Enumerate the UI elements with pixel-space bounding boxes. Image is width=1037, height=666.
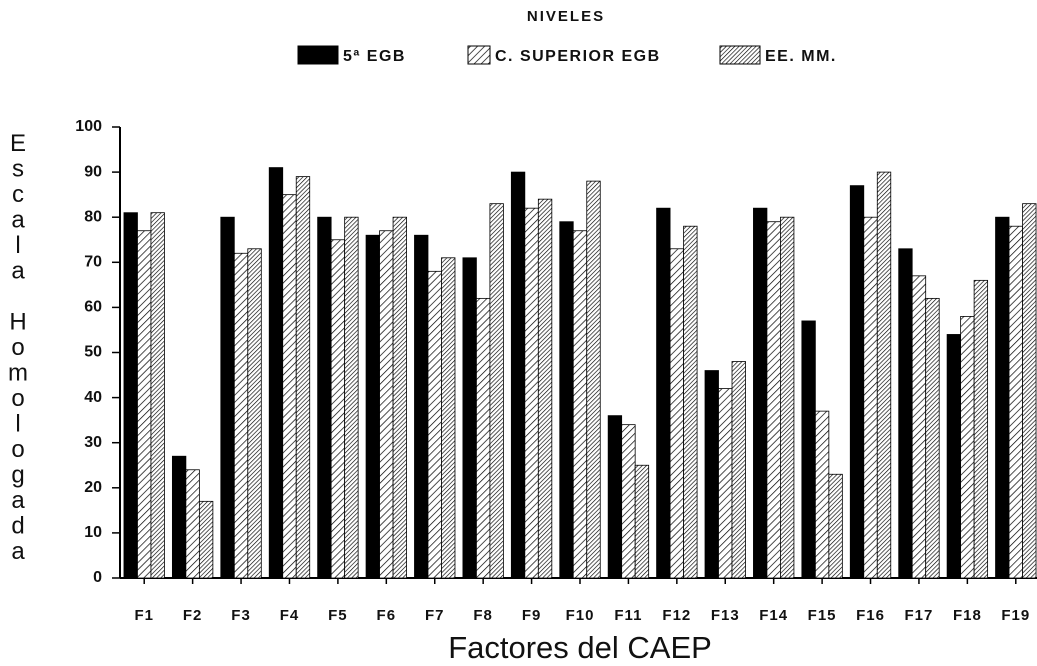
x-tick-label: F12 xyxy=(662,607,691,624)
y-tick-label: 80 xyxy=(84,208,102,225)
bar xyxy=(282,194,297,579)
bar xyxy=(233,252,249,579)
x-tick-label: F15 xyxy=(808,607,837,624)
bar xyxy=(876,171,892,579)
bar xyxy=(344,216,359,579)
x-tick-label: F18 xyxy=(953,607,982,624)
bar xyxy=(295,176,311,579)
x-tick-label: F14 xyxy=(759,607,788,624)
x-tick-label: F5 xyxy=(328,607,348,624)
legend-label: C. SUPERIOR EGB xyxy=(495,48,661,65)
bar xyxy=(220,216,235,579)
bar xyxy=(476,297,491,579)
x-tick-label: F13 xyxy=(711,607,740,624)
bar xyxy=(392,216,407,579)
x-tick-label: F10 xyxy=(566,607,595,624)
bar xyxy=(268,167,284,579)
legend-label: EE. MM. xyxy=(765,48,837,65)
y-tick-label: 90 xyxy=(84,163,102,180)
x-tick-label: F1 xyxy=(134,607,154,624)
legend-swatch xyxy=(467,45,491,65)
y-tick-label: 40 xyxy=(84,389,102,406)
bar xyxy=(510,171,526,579)
bar xyxy=(718,388,733,579)
y-tick-label: 10 xyxy=(84,524,102,541)
bar xyxy=(427,270,442,579)
bar xyxy=(731,361,746,579)
bar xyxy=(911,275,927,579)
bar xyxy=(171,455,187,579)
x-tick-label: F19 xyxy=(1001,607,1030,624)
bar xyxy=(379,230,394,579)
bar xyxy=(1022,203,1037,579)
bar xyxy=(559,221,574,579)
x-tick-label: F4 xyxy=(280,607,300,624)
bar xyxy=(185,469,200,579)
x-tick-label: F11 xyxy=(614,607,642,624)
bar xyxy=(753,207,768,579)
bar xyxy=(925,297,940,579)
x-tick-label: F8 xyxy=(473,607,493,624)
x-tick-label: F6 xyxy=(377,607,397,624)
legend-swatch xyxy=(719,45,761,65)
bar xyxy=(524,207,539,579)
x-tick-label: F3 xyxy=(231,607,251,624)
y-tick-label: 0 xyxy=(93,569,102,586)
bar xyxy=(656,207,671,579)
bar xyxy=(946,334,962,579)
y-tick-label: 20 xyxy=(84,479,102,496)
bar xyxy=(247,248,262,579)
y-tick-label: 100 xyxy=(75,118,102,135)
bar xyxy=(150,212,165,579)
bar xyxy=(607,415,623,579)
bar xyxy=(330,239,346,579)
bar xyxy=(973,279,989,579)
bar xyxy=(586,180,601,579)
bar xyxy=(780,216,795,579)
bar xyxy=(137,230,152,579)
legend-label: 5ª EGB xyxy=(343,48,406,65)
bar xyxy=(801,320,816,579)
x-axis-label: Factores del CAEP xyxy=(448,630,712,665)
bar xyxy=(828,473,843,579)
x-tick-label: F7 xyxy=(425,607,445,624)
bar xyxy=(960,316,975,579)
bar xyxy=(766,221,781,579)
bar xyxy=(669,248,684,579)
y-tick-label: 30 xyxy=(84,434,102,451)
x-tick-label: F9 xyxy=(522,607,542,624)
bar xyxy=(441,257,456,579)
bar xyxy=(704,370,719,579)
y-tick-label: 50 xyxy=(84,344,102,361)
bar xyxy=(683,225,698,579)
bar xyxy=(198,500,214,579)
y-tick-label: 70 xyxy=(84,254,102,271)
bar xyxy=(365,234,380,579)
bar xyxy=(317,216,332,579)
bar xyxy=(814,410,830,579)
bar xyxy=(634,464,650,579)
bar xyxy=(414,234,429,579)
bar xyxy=(995,216,1010,579)
legend-title: NIVELES xyxy=(527,8,605,25)
bar xyxy=(863,216,878,579)
bar xyxy=(1008,225,1023,579)
bar xyxy=(572,230,588,579)
y-tick-label: 60 xyxy=(84,299,102,316)
bar xyxy=(123,212,138,579)
legend-swatch xyxy=(297,45,339,65)
bar xyxy=(537,198,553,579)
x-tick-label: F17 xyxy=(905,607,934,624)
x-tick-label: F2 xyxy=(183,607,203,624)
bar xyxy=(462,257,477,579)
bar xyxy=(849,185,865,579)
bar xyxy=(621,424,636,579)
bar xyxy=(489,203,504,579)
bar xyxy=(898,248,913,579)
x-tick-label: F16 xyxy=(856,607,885,624)
